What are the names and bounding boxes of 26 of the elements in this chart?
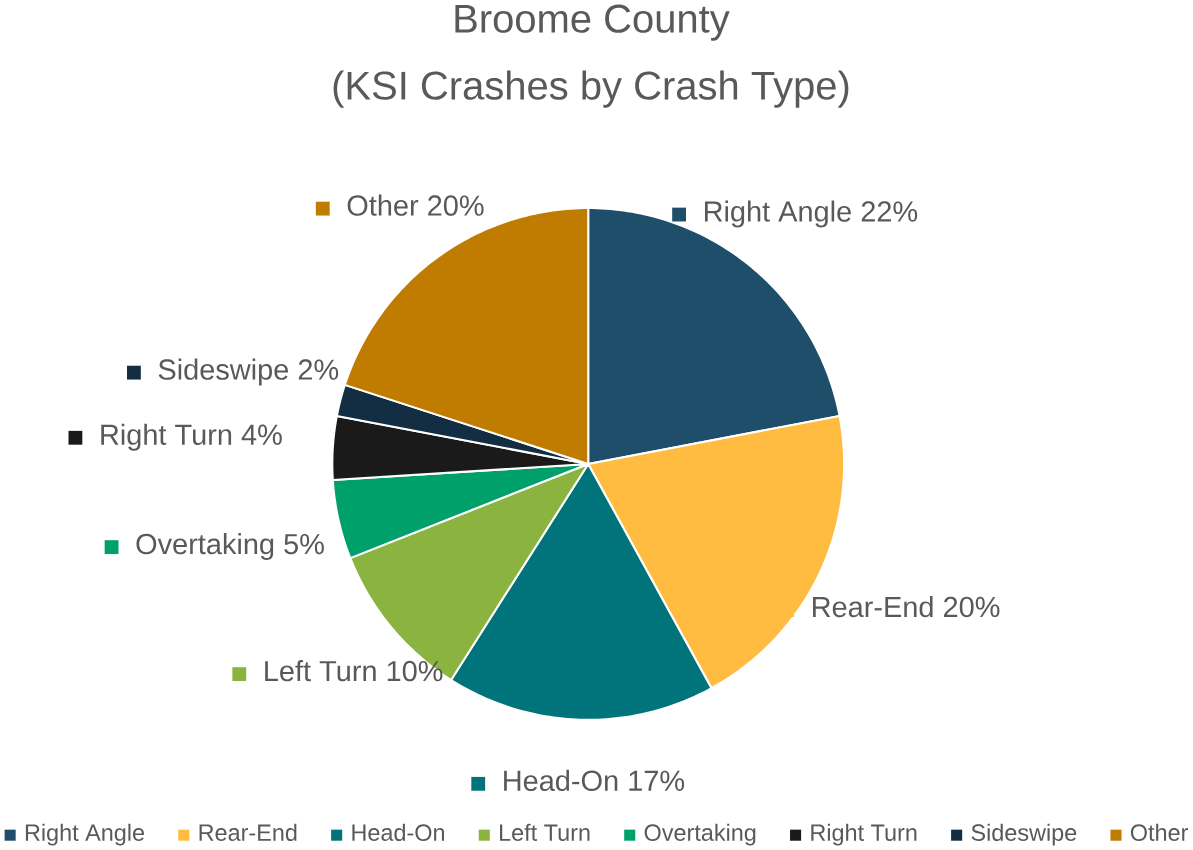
chart-subtitle: (KSI Crashes by Crash Type)	[333, 70, 849, 108]
data-label: 2%	[298, 359, 339, 380]
legend-label: Head-On	[504, 769, 618, 791]
chart-title: Broome County	[455, 4, 730, 41]
data-label: 17%	[629, 770, 685, 791]
data-label: 22%	[861, 201, 918, 222]
legend-label: Overtaking	[136, 532, 274, 560]
category-label: Head-On	[352, 823, 444, 841]
category-label: Right Angle	[25, 823, 145, 846]
data-label: 5%	[284, 533, 324, 555]
data-label: 4%	[241, 424, 282, 445]
category-label: Sideswipe	[971, 823, 1077, 846]
category-label: Overtaking	[644, 823, 756, 846]
category-label: Rear-End	[199, 823, 297, 841]
legend-label: Rear-End	[813, 595, 933, 618]
category-label: Right Turn	[811, 823, 917, 846]
data-label: 20%	[428, 195, 484, 216]
legend-label: Left Turn	[265, 660, 376, 682]
data-label: 10%	[387, 660, 443, 682]
legend-label: Right Angle	[704, 200, 851, 228]
category-label: Other	[1130, 823, 1189, 841]
category-label: Left Turn	[500, 823, 590, 841]
legend-label: Right Turn	[101, 423, 232, 451]
legend-label: Other	[347, 194, 419, 216]
data-label: 20%	[944, 596, 1000, 618]
legend-label: Sideswipe	[158, 358, 289, 386]
